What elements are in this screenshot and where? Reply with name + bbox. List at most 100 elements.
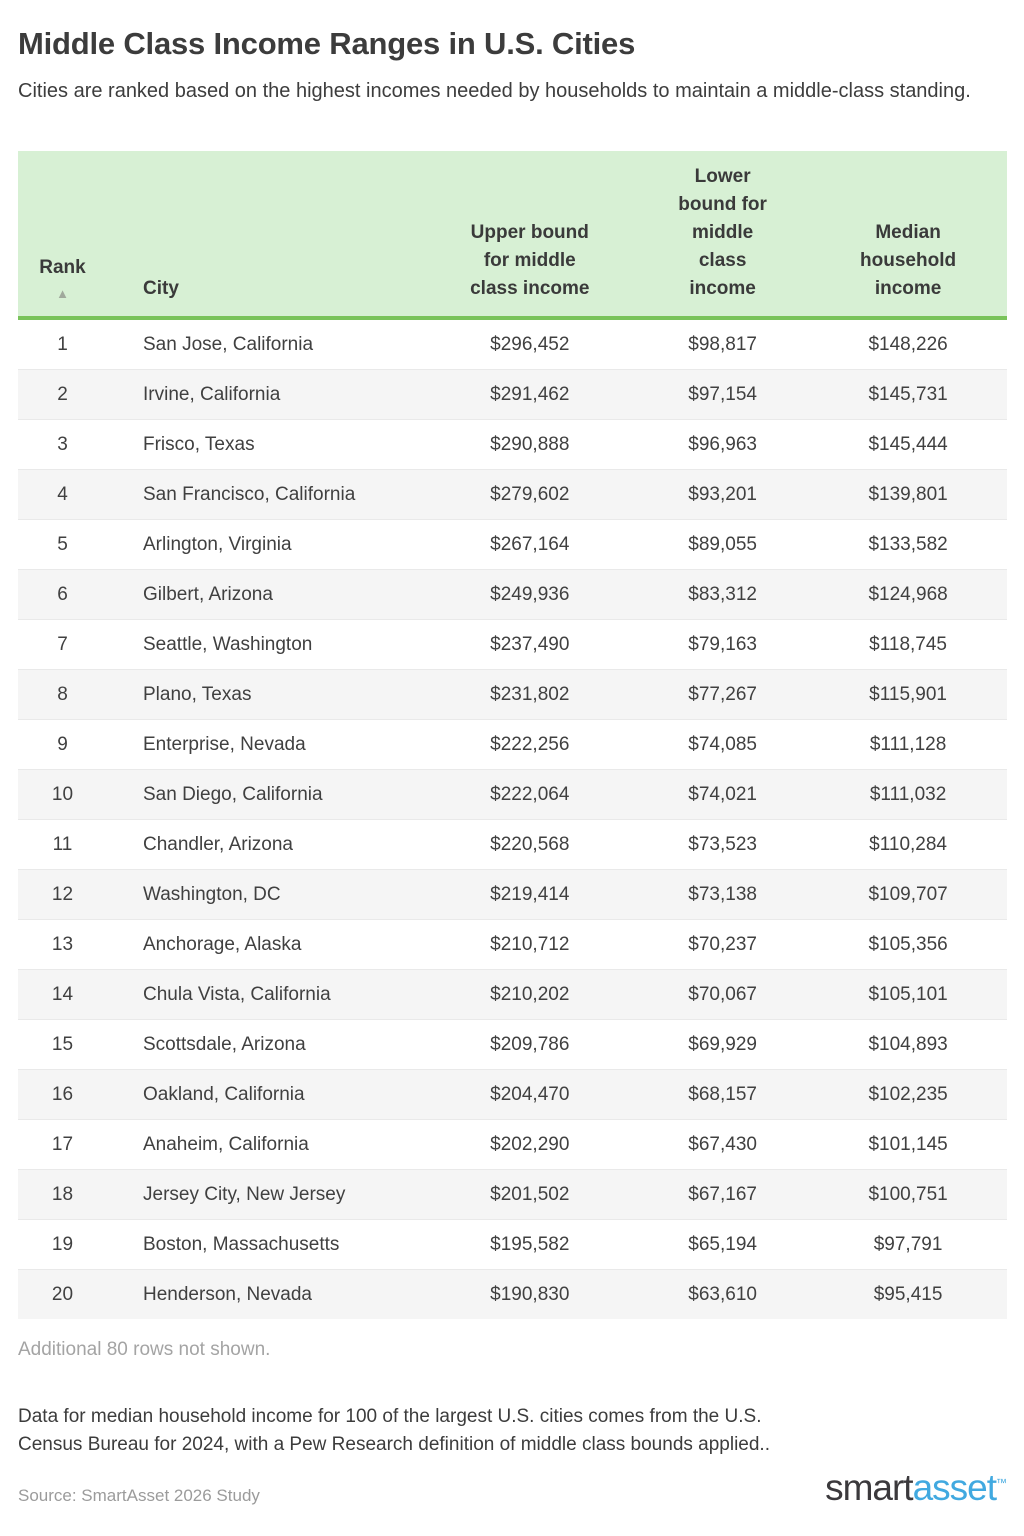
- lower-bound-cell: $70,237: [636, 919, 810, 970]
- lower-bound-cell: $96,963: [636, 419, 810, 470]
- upper-bound-cell: $190,830: [423, 1269, 637, 1319]
- table-row: 20 Henderson, Nevada $190,830 $63,610 $9…: [18, 1269, 1007, 1319]
- rank-cell: 3: [18, 419, 107, 470]
- city-cell: Gilbert, Arizona: [107, 569, 424, 620]
- upper-bound-cell: $279,602: [423, 469, 637, 520]
- city-cell: Anaheim, California: [107, 1119, 424, 1170]
- rank-cell: 15: [18, 1019, 107, 1070]
- city-cell: Anchorage, Alaska: [107, 919, 424, 970]
- sort-ascending-icon: ▲: [56, 286, 69, 301]
- table-row: 1 San Jose, California $296,452 $98,817 …: [18, 318, 1007, 370]
- table-row: 16 Oakland, California $204,470 $68,157 …: [18, 1069, 1007, 1120]
- median-income-cell: $100,751: [809, 1169, 1007, 1220]
- table-row: 9 Enterprise, Nevada $222,256 $74,085 $1…: [18, 719, 1007, 770]
- rank-cell: 2: [18, 369, 107, 420]
- table-row: 4 San Francisco, California $279,602 $93…: [18, 469, 1007, 520]
- city-cell: Seattle, Washington: [107, 619, 424, 670]
- upper-bound-cell: $202,290: [423, 1119, 637, 1170]
- rank-cell: 12: [18, 869, 107, 920]
- city-cell: Chula Vista, California: [107, 969, 424, 1020]
- table-row: 15 Scottsdale, Arizona $209,786 $69,929 …: [18, 1019, 1007, 1070]
- table-row: 10 San Diego, California $222,064 $74,02…: [18, 769, 1007, 820]
- rank-cell: 16: [18, 1069, 107, 1120]
- table-row: 17 Anaheim, California $202,290 $67,430 …: [18, 1119, 1007, 1170]
- median-income-cell: $111,128: [809, 719, 1007, 770]
- table-row: 19 Boston, Massachusetts $195,582 $65,19…: [18, 1219, 1007, 1270]
- column-header-lower-bound-label: Lower bound for middle class income: [678, 166, 767, 299]
- rank-cell: 20: [18, 1269, 107, 1319]
- column-header-rank[interactable]: Rank ▲: [18, 151, 107, 320]
- median-income-cell: $111,032: [809, 769, 1007, 820]
- median-income-cell: $148,226: [868, 334, 948, 355]
- rank-cell: 8: [18, 669, 107, 720]
- median-income-cell: $97,791: [809, 1219, 1007, 1270]
- upper-bound-cell: $219,414: [423, 869, 637, 920]
- city-cell: Irvine, California: [107, 369, 424, 420]
- city-cell: Chandler, Arizona: [107, 819, 424, 870]
- upper-bound-cell: $237,490: [423, 619, 637, 670]
- lower-bound-cell: $98,817: [688, 334, 757, 355]
- lower-bound-cell: $97,154: [636, 369, 810, 420]
- table-row: 3 Frisco, Texas $290,888 $96,963 $145,44…: [18, 419, 1007, 470]
- median-income-cell: $95,415: [809, 1269, 1007, 1319]
- lower-bound-cell: $89,055: [636, 519, 810, 570]
- table-row: 7 Seattle, Washington $237,490 $79,163 $…: [18, 619, 1007, 670]
- city-cell: Washington, DC: [107, 869, 424, 920]
- header-row: Rank ▲ City Upper bound for middle class…: [18, 151, 1007, 320]
- table-row: 13 Anchorage, Alaska $210,712 $70,237 $1…: [18, 919, 1007, 970]
- median-income-cell: $145,731: [809, 369, 1007, 420]
- upper-bound-cell: $209,786: [423, 1019, 637, 1070]
- lower-bound-cell: $77,267: [636, 669, 810, 720]
- rank-cell: 6: [18, 569, 107, 620]
- rows-not-shown-note: Additional 80 rows not shown.: [18, 1339, 271, 1360]
- upper-bound-cell: $222,064: [423, 769, 637, 820]
- column-header-upper-bound-label: Upper bound for middle class income: [470, 222, 590, 299]
- median-income-cell: $110,284: [809, 819, 1007, 870]
- table-row: 18 Jersey City, New Jersey $201,502 $67,…: [18, 1169, 1007, 1220]
- median-income-cell: $102,235: [809, 1069, 1007, 1120]
- rank-cell: 10: [18, 769, 107, 820]
- lower-bound-cell: $74,085: [636, 719, 810, 770]
- upper-bound-cell: $267,164: [423, 519, 637, 570]
- rank-cell: 11: [18, 819, 107, 870]
- column-header-median-income[interactable]: Median household income: [809, 151, 1007, 320]
- footnote: Data for median household income for 100…: [18, 1406, 770, 1455]
- median-income-cell: $109,707: [809, 869, 1007, 920]
- rank-cell: 5: [18, 519, 107, 570]
- lower-bound-cell: $63,610: [636, 1269, 810, 1319]
- rank-cell: 14: [18, 969, 107, 1020]
- upper-bound-cell: $291,462: [423, 369, 637, 420]
- income-table: Rank ▲ City Upper bound for middle class…: [18, 151, 1007, 1319]
- upper-bound-cell: $220,568: [423, 819, 637, 870]
- lower-bound-cell: $93,201: [636, 469, 810, 520]
- table-row: 6 Gilbert, Arizona $249,936 $83,312 $124…: [18, 569, 1007, 620]
- median-income-cell: $118,745: [809, 619, 1007, 670]
- column-header-median-income-label: Median household income: [860, 222, 957, 299]
- lower-bound-cell: $83,312: [636, 569, 810, 620]
- median-income-cell: $105,356: [809, 919, 1007, 970]
- page-subtitle: Cities are ranked based on the highest i…: [18, 80, 971, 102]
- lower-bound-cell: $68,157: [636, 1069, 810, 1120]
- table-row: 5 Arlington, Virginia $267,164 $89,055 $…: [18, 519, 1007, 570]
- lower-bound-cell: $67,430: [636, 1119, 810, 1170]
- lower-bound-cell: $79,163: [636, 619, 810, 670]
- table-body: 1 San Jose, California $296,452 $98,817 …: [18, 318, 1007, 1319]
- logo-smart-text: smart: [825, 1467, 913, 1508]
- logo-asset-text: asset: [912, 1467, 997, 1508]
- column-header-upper-bound[interactable]: Upper bound for middle class income: [423, 151, 637, 320]
- column-header-city[interactable]: City: [107, 151, 424, 320]
- column-header-city-label: City: [143, 278, 179, 299]
- lower-bound-cell: $65,194: [636, 1219, 810, 1270]
- median-income-cell: $133,582: [809, 519, 1007, 570]
- lower-bound-cell: $73,523: [636, 819, 810, 870]
- lower-bound-cell: $73,138: [636, 869, 810, 920]
- city-cell: San Jose, California: [143, 334, 314, 355]
- table-row: 2 Irvine, California $291,462 $97,154 $1…: [18, 369, 1007, 420]
- column-header-lower-bound[interactable]: Lower bound for middle class income: [636, 151, 810, 320]
- lower-bound-cell: $69,929: [636, 1019, 810, 1070]
- table-header: Rank ▲ City Upper bound for middle class…: [18, 151, 1007, 320]
- upper-bound-cell: $201,502: [423, 1169, 637, 1220]
- footer: Source: SmartAsset 2026 Study smartasset…: [18, 1469, 1007, 1506]
- city-cell: Jersey City, New Jersey: [107, 1169, 424, 1220]
